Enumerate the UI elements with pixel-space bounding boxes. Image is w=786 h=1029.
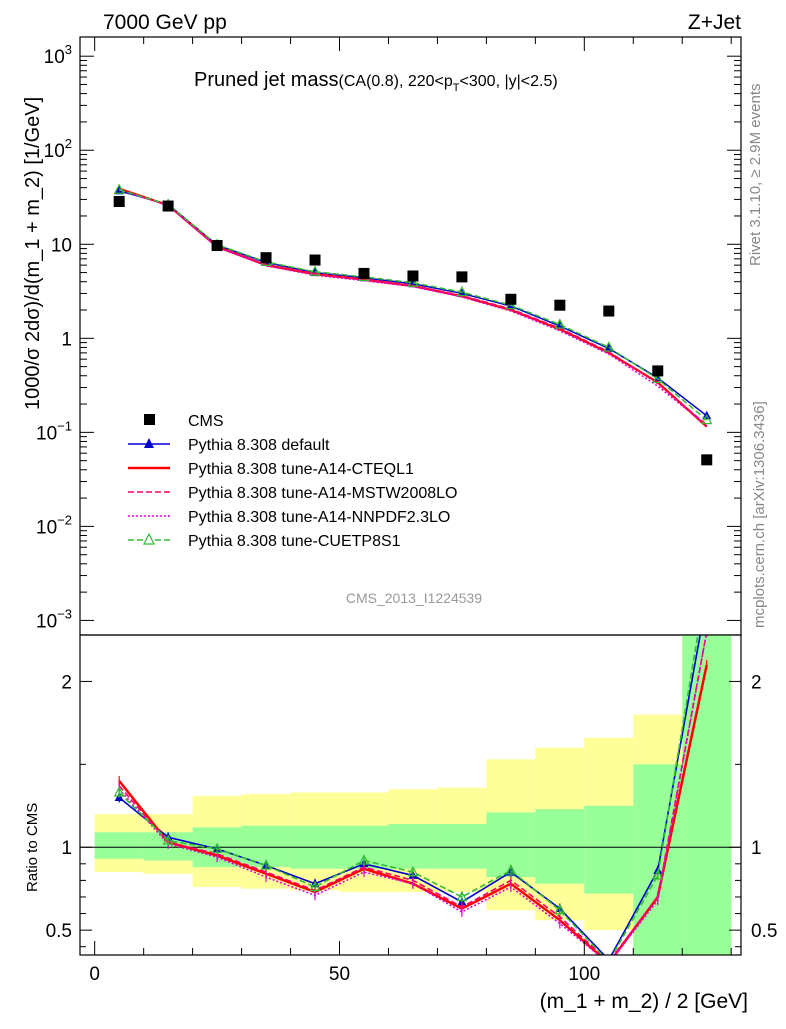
ratio-xtick-label: 100 [568, 964, 600, 985]
legend-label-1: Pythia 8.308 default [188, 437, 330, 454]
main-line-1 [118, 190, 708, 417]
data-point [505, 293, 517, 305]
main-plot: 10−3 10−2 10−1 1 10 102 103 [36, 36, 742, 636]
ratio-point [652, 869, 664, 880]
ratio-ylabel: Ratio to CMS [24, 803, 41, 892]
main-ylabel: 1000/σ 2dσ)/d(m_1 + m_2) [1/GeV] [22, 97, 44, 410]
main-series [113, 183, 713, 428]
main-point [652, 372, 664, 384]
ratio-point [260, 859, 272, 870]
ratio-frame [79, 634, 742, 956]
ratio-xlabel: (m_1 + m_2) / 2 [GeV] [540, 990, 748, 1013]
ratio-point [604, 957, 613, 966]
ratio-xtick-label: 0 [89, 964, 100, 985]
green-band [437, 824, 487, 869]
green-band [633, 764, 683, 955]
ratio-ytick-label: 0.5 [46, 921, 72, 942]
main-line-3 [118, 188, 708, 426]
main-point [113, 183, 125, 194]
data-point [211, 240, 223, 252]
ratio-ytick-label-right: 1 [751, 838, 762, 859]
legend-label-4: Pythia 8.308 tune-A14-NNPDF2.3LO [188, 509, 450, 526]
header-right: Z+Jet [688, 11, 741, 34]
rivet-label: Rivet 3.1.10, ≥ 2.9M events [747, 84, 764, 267]
ratio-point [309, 880, 321, 892]
data-point [358, 267, 370, 279]
green-band [388, 824, 438, 869]
data-point [162, 200, 174, 212]
legend-marker [143, 532, 155, 545]
green-band [94, 832, 144, 859]
data-point [603, 305, 615, 317]
ratio-point [407, 865, 419, 877]
main-ytick-label: 10−2 [36, 512, 72, 538]
main-point [701, 413, 713, 425]
main-frame [79, 36, 742, 636]
main-line-4 [118, 189, 708, 427]
uncertainty-bands [94, 635, 732, 955]
analysis-watermark: CMS_2013_I1224539 [346, 590, 482, 606]
ratio-point [162, 834, 174, 845]
ratio-plot: 0.5 0.5 1 1 2 2 0 50 100 [46, 577, 777, 985]
data-point [652, 365, 664, 377]
ratio-point [702, 577, 711, 586]
main-ytick-label: 102 [44, 136, 72, 162]
ratio-point [211, 842, 223, 853]
main-ytick-label: 1 [61, 329, 72, 350]
ratio-point [113, 786, 125, 797]
ratio-point [456, 890, 468, 902]
main-point [309, 265, 321, 276]
ratio-ytick-label: 2 [61, 672, 72, 693]
main-ytick-label: 10−1 [36, 418, 72, 444]
legend-label-2: Pythia 8.308 tune-A14-CTEQL1 [188, 461, 414, 478]
ratio-xtick-label: 50 [329, 964, 350, 985]
ratio-point [702, 594, 711, 603]
legend-marker [144, 438, 154, 448]
main-point [603, 341, 615, 352]
ratio-point [608, 954, 609, 955]
green-band [584, 805, 634, 894]
main-ytick-label: 103 [44, 42, 72, 68]
legend-label-3: Pythia 8.308 tune-A14-MSTW2008LO [188, 485, 457, 502]
mcplots-label: mcplots.cern.ch [arXiv:1306.3436] [751, 401, 768, 628]
ratio-point [358, 854, 370, 865]
legend-label-cms: CMS [188, 413, 224, 430]
green-band [535, 809, 585, 884]
legend: CMS Pythia 8.308 default Pythia 8.308 tune… [128, 413, 457, 550]
ratio-ytick-label: 1 [61, 838, 72, 859]
main-line-5 [118, 189, 708, 421]
main-title: Pruned jet mass(CA(0.8), 220<pT<300, |y|… [194, 69, 558, 94]
ratio-point [554, 903, 566, 915]
main-ytick-label: 10 [51, 235, 72, 256]
data-point [113, 196, 125, 208]
main-point [554, 318, 566, 329]
ratio-series [113, 577, 711, 966]
ratio-ytick-label-right: 2 [751, 672, 762, 693]
main-ytick-label: 10−3 [36, 606, 72, 632]
main-point [407, 276, 419, 287]
header-left: 7000 GeV pp [103, 11, 227, 34]
data-point [701, 454, 713, 466]
data-point [456, 271, 468, 283]
data-point [407, 270, 419, 282]
legend-label-5: Pythia 8.308 tune-CUETP8S1 [188, 533, 401, 550]
data-point [260, 252, 272, 264]
legend-marker-cms [144, 414, 155, 425]
ratio-ytick-label-right: 0.5 [751, 921, 777, 942]
data-point [554, 299, 566, 311]
ratio-point [505, 864, 517, 875]
data-point [309, 254, 321, 266]
main-line-2 [118, 187, 708, 428]
main-point [456, 285, 468, 297]
